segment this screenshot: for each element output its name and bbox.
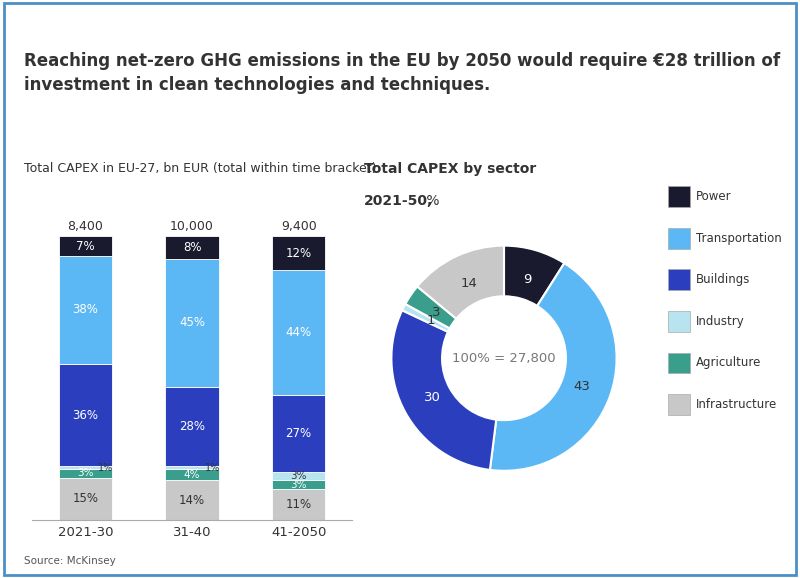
Text: 1%: 1% <box>205 462 220 473</box>
Text: 44%: 44% <box>286 326 312 339</box>
Text: 3%: 3% <box>77 468 94 479</box>
Text: 15%: 15% <box>72 492 98 505</box>
Bar <box>166 259 218 387</box>
Text: 9,400: 9,400 <box>281 220 317 234</box>
Wedge shape <box>490 263 617 471</box>
Text: Agriculture: Agriculture <box>696 357 762 369</box>
Text: 1: 1 <box>426 314 435 327</box>
Bar <box>166 387 218 466</box>
Text: 27%: 27% <box>286 427 312 440</box>
Text: 2021-50,: 2021-50, <box>364 194 434 208</box>
Bar <box>166 469 218 480</box>
Text: 3%: 3% <box>290 480 307 490</box>
Text: Total CAPEX in EU-27, bn EUR (total within time bracket): Total CAPEX in EU-27, bn EUR (total with… <box>24 162 377 175</box>
Text: 30: 30 <box>423 391 441 404</box>
Text: 12%: 12% <box>286 247 312 260</box>
Text: 3%: 3% <box>290 471 307 481</box>
Text: 1%: 1% <box>98 462 114 473</box>
Wedge shape <box>406 287 456 328</box>
Text: 10,000: 10,000 <box>170 220 214 234</box>
Text: Total CAPEX by sector: Total CAPEX by sector <box>364 162 536 176</box>
Text: 4%: 4% <box>184 470 200 480</box>
Bar <box>58 364 112 466</box>
Text: 3: 3 <box>432 306 440 318</box>
Bar <box>58 236 112 256</box>
Bar <box>272 236 326 270</box>
Text: 14: 14 <box>461 277 478 290</box>
Text: 45%: 45% <box>179 316 205 329</box>
Text: 38%: 38% <box>72 303 98 317</box>
Text: 7%: 7% <box>76 239 94 253</box>
Text: Buildings: Buildings <box>696 273 750 286</box>
Wedge shape <box>418 246 504 318</box>
Text: Infrastructure: Infrastructure <box>696 398 778 411</box>
Wedge shape <box>391 310 496 470</box>
Bar <box>166 236 218 259</box>
Bar <box>58 477 112 520</box>
Text: Industry: Industry <box>696 315 745 328</box>
Text: Power: Power <box>696 190 732 203</box>
Text: Reaching net-zero GHG emissions in the EU by 2050 would require €28 trillion of
: Reaching net-zero GHG emissions in the E… <box>24 52 780 94</box>
Text: 36%: 36% <box>72 409 98 421</box>
Text: 28%: 28% <box>179 420 205 433</box>
Bar <box>272 472 326 480</box>
Bar <box>58 256 112 364</box>
Text: 8%: 8% <box>182 241 202 254</box>
Bar <box>58 466 112 469</box>
Text: 11%: 11% <box>286 498 312 511</box>
Text: 43: 43 <box>573 380 590 392</box>
Text: Transportation: Transportation <box>696 232 782 244</box>
Bar <box>272 489 326 520</box>
Text: 8,400: 8,400 <box>67 220 103 234</box>
Text: %: % <box>422 194 439 208</box>
Text: Source: McKinsey: Source: McKinsey <box>24 557 116 566</box>
Text: 14%: 14% <box>179 494 205 507</box>
Bar <box>272 480 326 489</box>
Text: 9: 9 <box>522 273 531 286</box>
Wedge shape <box>402 304 450 332</box>
Bar <box>272 270 326 395</box>
Bar <box>58 469 112 477</box>
Text: 100% = 27,800: 100% = 27,800 <box>452 351 556 365</box>
Bar <box>272 395 326 472</box>
Wedge shape <box>504 246 564 306</box>
Bar <box>166 480 218 520</box>
Bar <box>166 466 218 469</box>
